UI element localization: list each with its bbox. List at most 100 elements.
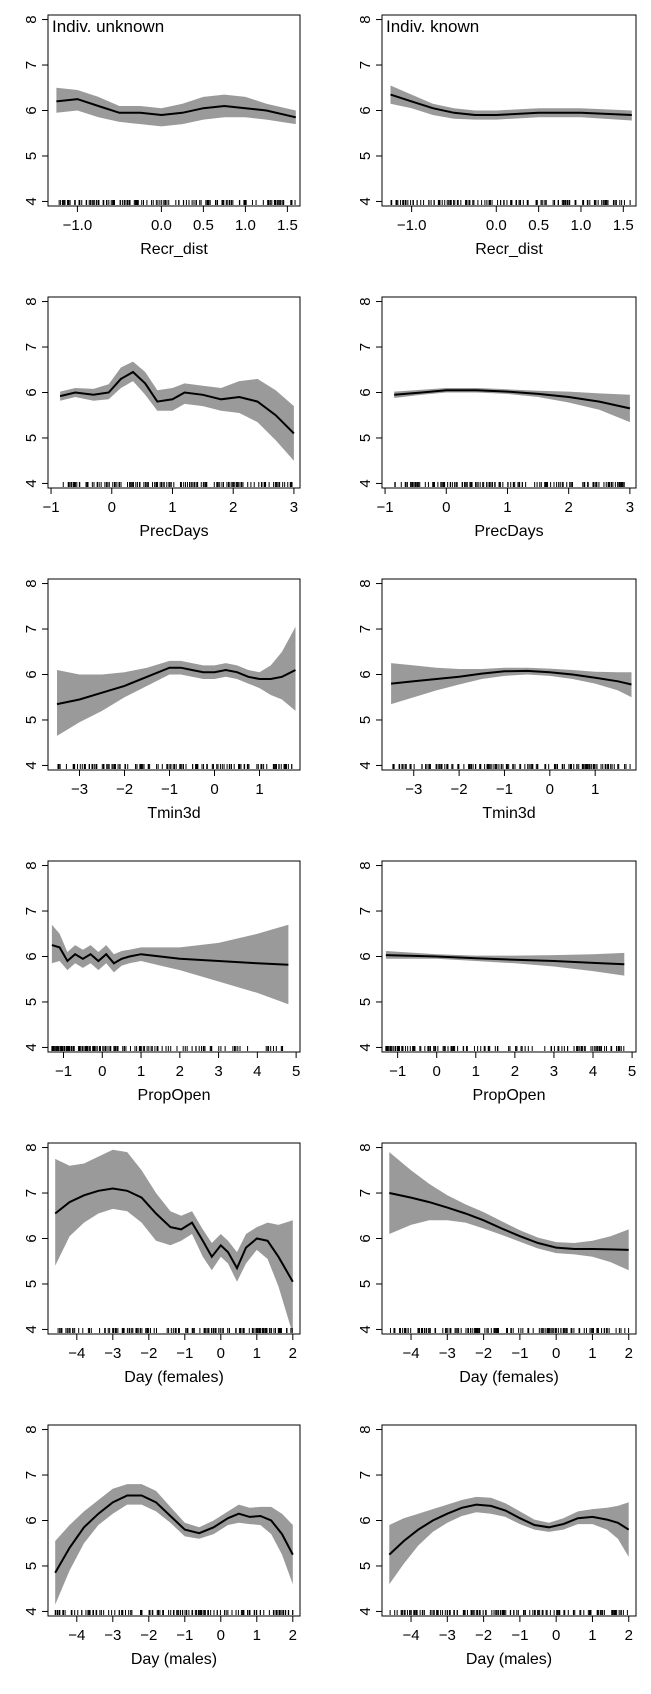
x-tick-label: 1.5 bbox=[613, 217, 634, 234]
x-tick-label: 1 bbox=[591, 781, 599, 798]
y-tick-label: 4 bbox=[23, 479, 40, 487]
x-tick-label: 4 bbox=[253, 1063, 261, 1080]
y-tick-label: 4 bbox=[23, 761, 40, 769]
smooth-curve bbox=[54, 1494, 294, 1574]
x-tick-label: −1 bbox=[496, 781, 513, 798]
x-tick-label: −3 bbox=[104, 1627, 121, 1644]
x-tick-label: −2 bbox=[140, 1627, 157, 1644]
x-axis-label: PrecDays bbox=[474, 523, 543, 540]
y-tick-label: 4 bbox=[23, 1325, 40, 1333]
x-tick-label: 1 bbox=[168, 499, 176, 516]
x-tick-label: 0.0 bbox=[151, 217, 172, 234]
confidence-band bbox=[57, 626, 296, 736]
x-tick-label: 5 bbox=[292, 1063, 300, 1080]
y-tick-label: 7 bbox=[23, 625, 40, 633]
x-tick-label: −1 bbox=[176, 1345, 193, 1362]
y-tick-label: 7 bbox=[357, 625, 374, 633]
y-tick-label: 7 bbox=[357, 907, 374, 915]
x-axis-label: Tmin3d bbox=[482, 805, 535, 822]
x-tick-label: 1 bbox=[588, 1345, 596, 1362]
y-tick-label: 5 bbox=[357, 1280, 374, 1288]
y-tick-label: 7 bbox=[23, 343, 40, 351]
x-tick-label: 1 bbox=[472, 1063, 480, 1080]
y-tick-label: 6 bbox=[357, 1234, 374, 1242]
x-tick-label: 2 bbox=[565, 499, 573, 516]
x-tick-label: −1 bbox=[161, 781, 178, 798]
y-tick-label: 6 bbox=[23, 1516, 40, 1524]
x-tick-label: 0 bbox=[217, 1345, 225, 1362]
x-tick-label: 0 bbox=[552, 1345, 560, 1362]
smooth-curve bbox=[59, 370, 295, 435]
x-tick-label: 3 bbox=[626, 499, 634, 516]
smooth-curve bbox=[388, 1503, 630, 1556]
confidence-band bbox=[55, 1484, 293, 1605]
y-tick-label: 8 bbox=[357, 579, 374, 587]
x-tick-label: 1 bbox=[588, 1627, 596, 1644]
y-tick-label: 7 bbox=[23, 61, 40, 69]
x-tick-label: −1 bbox=[176, 1627, 193, 1644]
x-tick-label: 1 bbox=[253, 1345, 261, 1362]
x-tick-label: 0.5 bbox=[193, 217, 214, 234]
x-tick-label: 0.5 bbox=[528, 217, 549, 234]
x-tick-label: 0 bbox=[210, 781, 218, 798]
y-tick-label: 5 bbox=[23, 1280, 40, 1288]
smooth-curve bbox=[394, 389, 631, 410]
x-tick-label: −1 bbox=[389, 1063, 406, 1080]
y-tick-label: 8 bbox=[357, 1425, 374, 1433]
x-axis-label: Day (males) bbox=[466, 1651, 552, 1668]
y-tick-label: 8 bbox=[23, 1143, 40, 1151]
y-tick-label: 8 bbox=[23, 297, 40, 305]
x-tick-label: 3 bbox=[214, 1063, 222, 1080]
y-tick-label: 6 bbox=[357, 1516, 374, 1524]
y-tick-label: 7 bbox=[23, 907, 40, 915]
panel-1-0: 4 5 6 7 8 −1 0 1 2 3 PrecDays bbox=[23, 296, 301, 540]
x-tick-label: 0 bbox=[442, 499, 450, 516]
y-tick-label: 7 bbox=[357, 343, 374, 351]
x-tick-label: 2 bbox=[229, 499, 237, 516]
smooth-curve bbox=[390, 669, 632, 686]
panel-title: Indiv. known bbox=[386, 17, 479, 36]
x-tick-label: 0 bbox=[108, 499, 116, 516]
x-axis-label: PrecDays bbox=[139, 523, 208, 540]
x-tick-label: 1.0 bbox=[235, 217, 256, 234]
x-tick-label: 3 bbox=[290, 499, 298, 516]
x-tick-label: 2 bbox=[511, 1063, 519, 1080]
y-tick-label: 5 bbox=[23, 716, 40, 724]
x-tick-label: 5 bbox=[628, 1063, 636, 1080]
y-tick-label: 6 bbox=[357, 670, 374, 678]
x-tick-label: −3 bbox=[439, 1627, 456, 1644]
x-tick-label: −1 bbox=[511, 1627, 528, 1644]
x-tick-label: −3 bbox=[71, 781, 88, 798]
y-tick-label: 6 bbox=[23, 1234, 40, 1242]
x-tick-label: 2 bbox=[625, 1345, 633, 1362]
panels-container: 4 5 6 7 8 −1.0 0.0 0.5 1.0 1.5 Recr_dist Indiv. unk… bbox=[23, 14, 637, 1668]
y-tick-label: 5 bbox=[23, 1562, 40, 1570]
y-tick-label: 5 bbox=[357, 998, 374, 1006]
x-tick-label: 2 bbox=[289, 1627, 297, 1644]
x-tick-label: 0 bbox=[217, 1627, 225, 1644]
x-tick-label: 1 bbox=[253, 1627, 261, 1644]
panel-2-0: 4 5 6 7 8 −3 −2 −1 0 1 Tmin3d bbox=[23, 578, 301, 822]
x-tick-label: −1.0 bbox=[63, 217, 93, 234]
x-tick-label: −1 bbox=[377, 499, 394, 516]
x-tick-label: 0 bbox=[552, 1627, 560, 1644]
x-tick-label: −1 bbox=[511, 1345, 528, 1362]
y-tick-label: 4 bbox=[357, 761, 374, 769]
x-axis-label: PropOpen bbox=[473, 1087, 546, 1104]
confidence-band bbox=[391, 663, 632, 705]
y-tick-label: 4 bbox=[23, 1607, 40, 1615]
y-tick-label: 4 bbox=[357, 1325, 374, 1333]
x-tick-label: −2 bbox=[140, 1345, 157, 1362]
x-tick-label: 0 bbox=[98, 1063, 106, 1080]
plot-frame bbox=[381, 1142, 637, 1335]
x-tick-label: −4 bbox=[68, 1627, 85, 1644]
x-tick-label: −4 bbox=[402, 1345, 419, 1362]
y-tick-label: 6 bbox=[23, 670, 40, 678]
smooth-curve bbox=[51, 944, 289, 966]
y-tick-label: 5 bbox=[357, 1562, 374, 1570]
y-tick-label: 8 bbox=[23, 15, 40, 23]
panel-2-1: 4 5 6 7 8 −3 −2 −1 0 1 Tmin3d bbox=[357, 578, 637, 822]
smooth-curve bbox=[54, 1187, 294, 1283]
confidence-band bbox=[394, 388, 630, 423]
smooth-curve bbox=[390, 93, 632, 116]
